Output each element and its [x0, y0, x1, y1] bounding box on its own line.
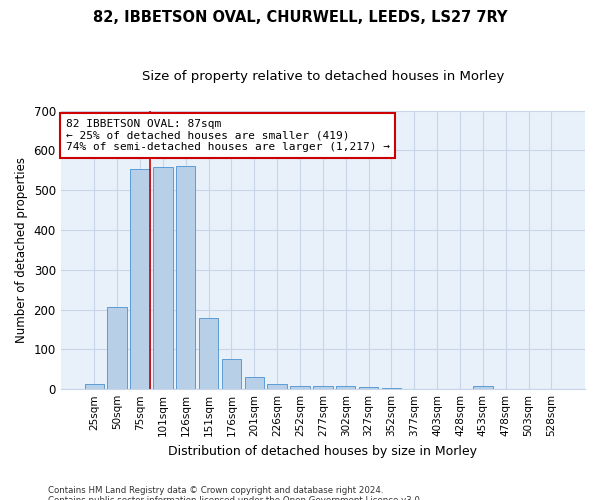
Bar	[130, 169, 149, 389]
Bar	[382, 388, 401, 389]
Text: Contains public sector information licensed under the Open Government Licence v3: Contains public sector information licen…	[48, 496, 422, 500]
Text: Contains HM Land Registry data © Crown copyright and database right 2024.: Contains HM Land Registry data © Crown c…	[48, 486, 383, 495]
Bar	[268, 384, 287, 389]
Bar	[473, 386, 493, 389]
Bar	[199, 318, 218, 389]
Text: 82, IBBETSON OVAL, CHURWELL, LEEDS, LS27 7RY: 82, IBBETSON OVAL, CHURWELL, LEEDS, LS27…	[93, 10, 507, 25]
Bar	[153, 167, 173, 389]
Title: Size of property relative to detached houses in Morley: Size of property relative to detached ho…	[142, 70, 504, 83]
Bar	[313, 386, 332, 389]
Bar	[245, 377, 264, 389]
X-axis label: Distribution of detached houses by size in Morley: Distribution of detached houses by size …	[169, 444, 478, 458]
Bar	[85, 384, 104, 389]
Text: 82 IBBETSON OVAL: 87sqm
← 25% of detached houses are smaller (419)
74% of semi-d: 82 IBBETSON OVAL: 87sqm ← 25% of detache…	[66, 119, 390, 152]
Bar	[359, 387, 378, 389]
Bar	[107, 307, 127, 389]
Bar	[290, 386, 310, 389]
Bar	[336, 386, 355, 389]
Bar	[221, 358, 241, 389]
Bar	[176, 166, 196, 389]
Y-axis label: Number of detached properties: Number of detached properties	[15, 157, 28, 343]
